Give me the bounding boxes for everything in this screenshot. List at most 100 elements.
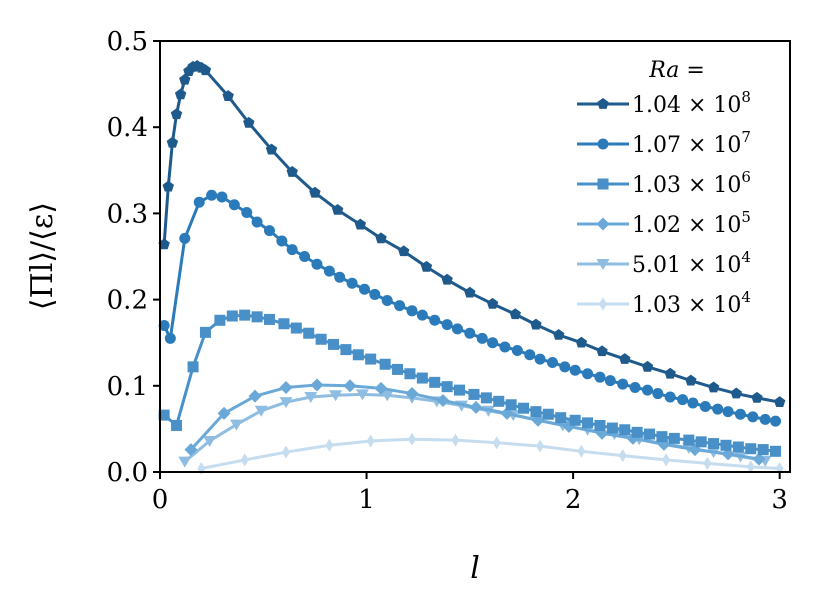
data-point [644, 428, 656, 440]
data-point [303, 327, 315, 339]
x-tick-label: 2 [565, 485, 582, 515]
data-point [441, 273, 453, 285]
data-point [552, 328, 565, 340]
legend-label-base: 1.03 × 10 [632, 173, 741, 198]
data-point [511, 344, 523, 356]
data-point [582, 417, 594, 429]
legend-marker [597, 138, 609, 150]
data-point [158, 238, 170, 250]
data-point [703, 456, 712, 470]
data-point [486, 297, 499, 309]
data-point [500, 406, 514, 420]
data-point [436, 393, 450, 407]
data-point [577, 444, 586, 458]
data-point [328, 338, 340, 350]
legend-marker [596, 217, 610, 231]
data-point [226, 310, 238, 322]
legend-entry: 1.03 × 106 [577, 168, 751, 198]
data-point [518, 402, 530, 414]
y-axis: 0.0 0.1 0.2 0.3 0.4 0.5 [107, 27, 160, 488]
data-point [323, 265, 335, 277]
data-point [745, 443, 757, 455]
data-point [286, 166, 298, 177]
data-point [492, 436, 501, 450]
data-point [687, 397, 699, 409]
data-point [618, 449, 627, 463]
data-point [162, 180, 174, 192]
data-point [746, 460, 755, 474]
data-point [722, 406, 734, 418]
data-point [278, 318, 290, 330]
data-point [406, 305, 418, 317]
x-tick-label: 1 [358, 485, 375, 515]
legend-label: 1.03 × 104 [632, 288, 751, 318]
legend-label: 1.02 × 105 [632, 208, 751, 238]
data-point [340, 344, 352, 356]
data-point [310, 378, 324, 392]
data-point [536, 439, 545, 453]
legend-label-exponent: 8 [741, 88, 751, 106]
legend-label-exponent: 5 [741, 208, 751, 226]
y-tick-label: 0.4 [107, 113, 148, 143]
y-tick-label: 0.2 [107, 286, 148, 316]
data-point [311, 258, 323, 270]
data-point [158, 319, 170, 331]
data-point [662, 453, 671, 467]
data-point [619, 353, 631, 364]
data-point [282, 445, 290, 459]
data-point [243, 116, 255, 128]
data-point [263, 225, 275, 237]
data-point [770, 445, 782, 457]
data-point [193, 196, 205, 208]
legend-label-base: 1.02 × 10 [632, 213, 741, 238]
data-point [695, 436, 707, 448]
legend-entry: 1.04 × 108 [577, 88, 751, 118]
legend-label-base: 1.03 × 10 [632, 293, 741, 318]
data-point [171, 419, 183, 431]
data-point [229, 419, 243, 431]
data-point [279, 381, 293, 395]
data-point [299, 251, 311, 262]
data-point [214, 314, 226, 326]
data-point [199, 64, 212, 76]
data-point [170, 108, 183, 120]
data-point [304, 392, 318, 404]
data-point [429, 376, 441, 388]
data-point [290, 322, 302, 334]
data-point [365, 353, 377, 365]
data-point [184, 443, 198, 457]
data-point [429, 314, 441, 326]
data-point [179, 232, 191, 244]
y-tick-label: 0.0 [107, 458, 148, 488]
data-point [369, 288, 381, 300]
data-point [677, 394, 689, 406]
data-point [596, 345, 608, 357]
data-point [240, 453, 249, 467]
data-point [251, 311, 263, 323]
data-point [420, 260, 433, 272]
data-point [730, 387, 742, 399]
data-point [708, 438, 720, 450]
data-point [286, 244, 298, 256]
data-point [641, 360, 654, 372]
legend-label-exponent: 6 [741, 168, 751, 186]
data-point [309, 186, 321, 198]
data-point [166, 136, 179, 148]
data-point [375, 232, 387, 244]
data-point [476, 332, 488, 344]
legend-marker [596, 259, 610, 270]
legend-label-exponent: 4 [741, 248, 751, 266]
data-point [505, 399, 517, 411]
data-point [346, 277, 358, 289]
x-axis: 0 1 2 3 [152, 472, 788, 515]
legend-label-exponent: 4 [741, 288, 751, 306]
legend-label: 1.03 × 106 [632, 168, 751, 198]
data-point [179, 73, 191, 85]
data-point [158, 409, 170, 421]
data-point [174, 88, 187, 100]
data-point [217, 406, 231, 420]
data-point [451, 323, 463, 335]
data-point [263, 313, 275, 325]
x-axis-label: l [470, 551, 480, 586]
data-point [404, 368, 416, 380]
